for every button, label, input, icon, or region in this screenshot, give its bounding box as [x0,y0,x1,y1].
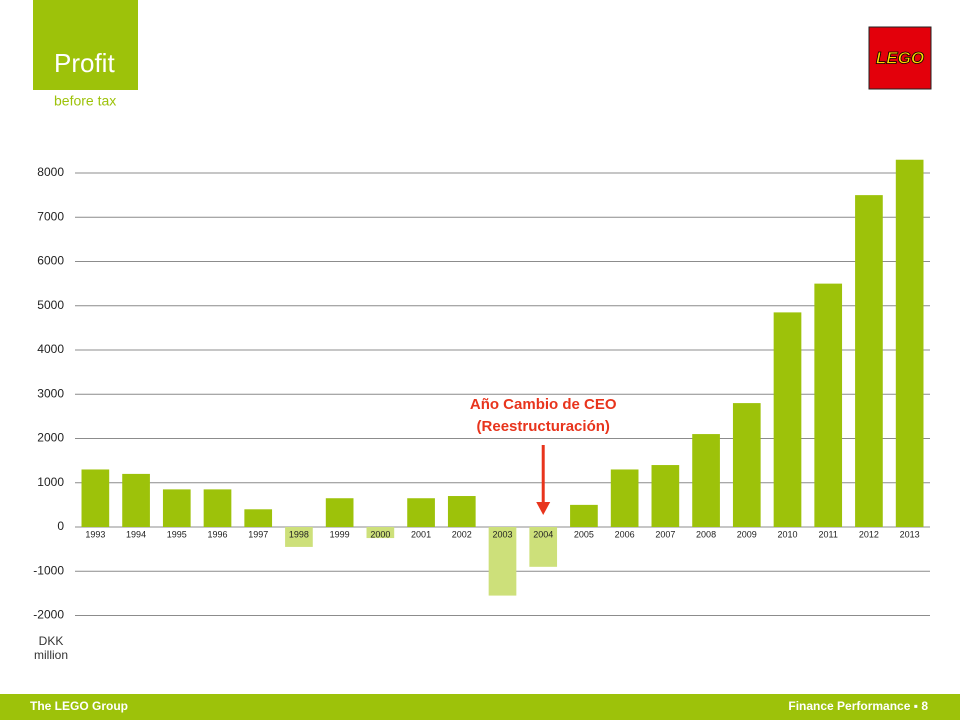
bar [570,504,598,527]
x-tick-label: 2004 [533,529,553,539]
x-tick-label: 2007 [655,529,675,539]
title-box [33,0,138,90]
x-tick-label: 1999 [330,529,350,539]
bar [203,489,232,527]
y-axis-label: DKK million [33,634,68,662]
bar [732,403,761,527]
footer-right: Finance Performance ▪ 8 [788,699,928,713]
bar [895,159,924,527]
y-tick-label: 0 [57,519,64,533]
subtitle: before tax [54,93,116,109]
x-tick-label: 2010 [777,529,797,539]
x-tick-label: 2006 [615,529,635,539]
bar [162,489,191,527]
y-tick-label: -1000 [33,563,64,577]
x-tick-label: 2008 [696,529,716,539]
x-tick-label: 2000 [370,529,390,539]
bar [488,527,517,596]
x-tick-label: 2002 [452,529,472,539]
x-tick-label: 1996 [207,529,227,539]
y-tick-label: 4000 [37,342,64,356]
y-tick-label: 5000 [37,298,64,312]
x-tick-label: 1997 [248,529,268,539]
x-tick-label: 2005 [574,529,594,539]
y-tick-label: 1000 [37,475,64,489]
y-tick-label: 3000 [37,386,64,400]
bar [325,498,354,527]
bar [651,465,680,527]
bar [285,527,313,547]
bar [692,434,720,527]
x-tick-label: 1995 [167,529,187,539]
annotation: (Reestructuración) [477,418,610,435]
bar [529,527,558,567]
x-tick-label: 2011 [819,529,838,539]
x-tick-label: 1998 [289,529,309,539]
x-tick-label: 2013 [900,529,920,539]
bar [366,527,395,539]
logo-box [868,26,932,90]
y-tick-label: 7000 [37,209,64,223]
title: Profit [54,48,115,78]
bar [81,469,110,527]
bar [773,312,802,527]
y-tick-label: 2000 [37,431,64,445]
x-tick-label: 2009 [737,529,757,539]
x-tick-label: 2003 [492,529,512,539]
bar [814,283,843,527]
x-tick-label: 1994 [126,529,146,539]
bar [610,469,639,527]
y-tick-label: 6000 [37,254,64,268]
annotation-arrowhead [536,502,551,515]
x-tick-label: 2001 [411,529,431,539]
bar [122,473,150,527]
footer-left: The LEGO Group [30,699,128,713]
bar [447,496,476,527]
y-tick-label: 8000 [37,165,64,179]
bar [855,195,883,527]
x-tick-label: 2012 [859,529,879,539]
footer-bar [0,694,960,720]
y-tick-label: -2000 [33,608,64,622]
x-tick-label: 1993 [85,529,105,539]
bar [407,498,435,527]
annotation: Año Cambio de CEO [470,396,617,413]
bar [244,509,273,527]
logo: LEGO [876,48,924,67]
